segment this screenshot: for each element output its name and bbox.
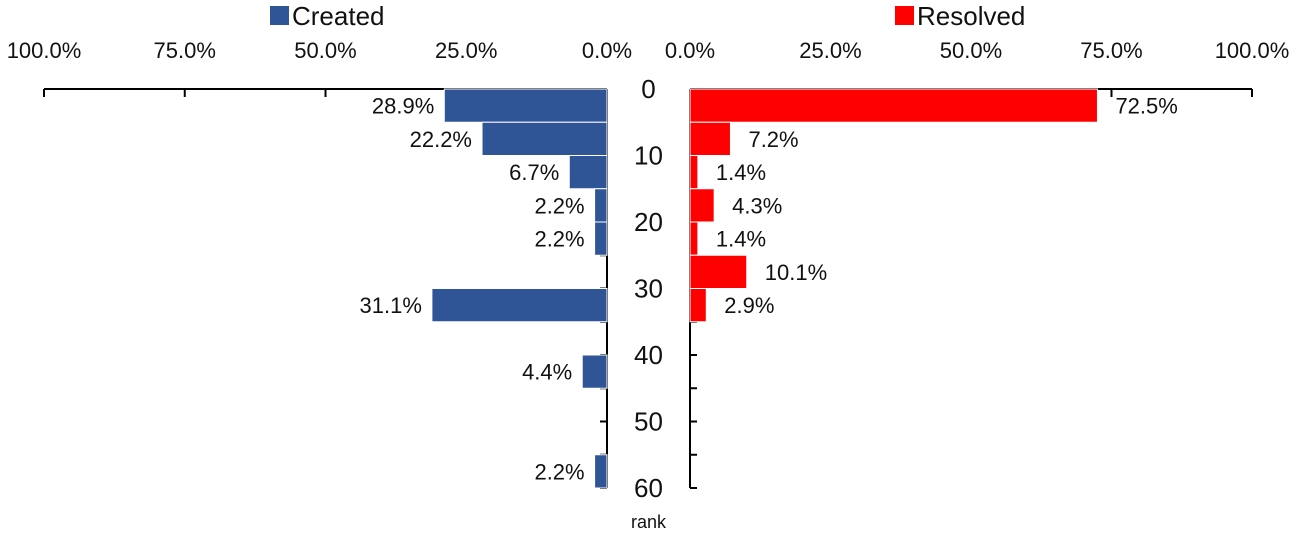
resolved-x-tick-label: 0.0% — [665, 38, 715, 63]
created-bar-label: 31.1% — [360, 293, 422, 318]
created-bar-label: 4.4% — [522, 360, 572, 385]
created-bar — [594, 454, 608, 489]
created-bar-label: 28.9% — [372, 94, 434, 119]
created-x-tick-label: 50.0% — [294, 38, 356, 63]
resolved-bar — [689, 121, 731, 156]
created-bar — [443, 88, 608, 123]
resolved-bar-label: 4.3% — [732, 193, 782, 218]
resolved-bar — [689, 288, 707, 323]
created-bar — [568, 155, 608, 190]
resolved-bar-label: 1.4% — [716, 227, 766, 252]
resolved-bar-label: 2.9% — [724, 293, 774, 318]
rank-tick-label: 30 — [634, 274, 663, 304]
created-bar — [594, 221, 608, 256]
created-panel: 0.0% 25.0% 50.0% 75.0% 100.0% 28.9% 22.2% 6.7% 2… — [7, 38, 632, 489]
created-bar-label: 2.2% — [534, 193, 584, 218]
created-bar — [594, 188, 608, 223]
created-bar — [481, 121, 608, 156]
resolved-bar-label: 10.1% — [765, 260, 827, 285]
rank-tick-label: 0 — [641, 74, 655, 104]
resolved-x-tick-label: 100.0% — [1215, 38, 1290, 63]
created-bar — [431, 288, 608, 323]
created-x-tick-label: 75.0% — [154, 38, 216, 63]
rank-tick-label: 20 — [634, 207, 663, 237]
resolved-bar-label: 72.5% — [1115, 94, 1177, 119]
created-bar-label: 22.2% — [410, 127, 472, 152]
resolved-bar — [689, 188, 715, 223]
rank-axis-label: rank — [631, 512, 667, 532]
resolved-bar-label: 7.2% — [748, 127, 798, 152]
resolved-bar-label: 1.4% — [716, 160, 766, 185]
resolved-bar — [689, 88, 1098, 123]
resolved-bar — [689, 254, 748, 289]
resolved-panel: 0.0% 25.0% 50.0% 75.0% 100.0% 72.5% 7.2% 1.4% 4.… — [665, 38, 1290, 489]
resolved-bar — [689, 155, 699, 190]
resolved-x-tick-label: 25.0% — [799, 38, 861, 63]
rank-axis: 0 10 20 30 40 50 60 rank — [631, 74, 667, 532]
resolved-legend-label: Resolved — [917, 1, 1025, 31]
created-legend-label: Created — [292, 1, 385, 31]
created-x-tick-label: 100.0% — [7, 38, 82, 63]
created-bar-label: 2.2% — [534, 459, 584, 484]
created-legend-swatch — [270, 6, 289, 25]
created-x-tick-label: 25.0% — [435, 38, 497, 63]
rank-tick-label: 10 — [634, 141, 663, 171]
resolved-bar — [689, 221, 699, 256]
rank-tick-label: 50 — [634, 407, 663, 437]
created-bar — [581, 354, 608, 389]
created-bar-label: 2.2% — [534, 227, 584, 252]
resolved-x-tick-label: 75.0% — [1080, 38, 1142, 63]
created-x-tick-label: 0.0% — [582, 38, 632, 63]
rank-tick-label: 60 — [634, 473, 663, 503]
resolved-legend-swatch — [895, 6, 914, 25]
legend: Created Resolved — [270, 1, 1025, 31]
resolved-x-tick-label: 50.0% — [940, 38, 1002, 63]
rank-tick-label: 40 — [634, 340, 663, 370]
created-bar-label: 6.7% — [509, 160, 559, 185]
